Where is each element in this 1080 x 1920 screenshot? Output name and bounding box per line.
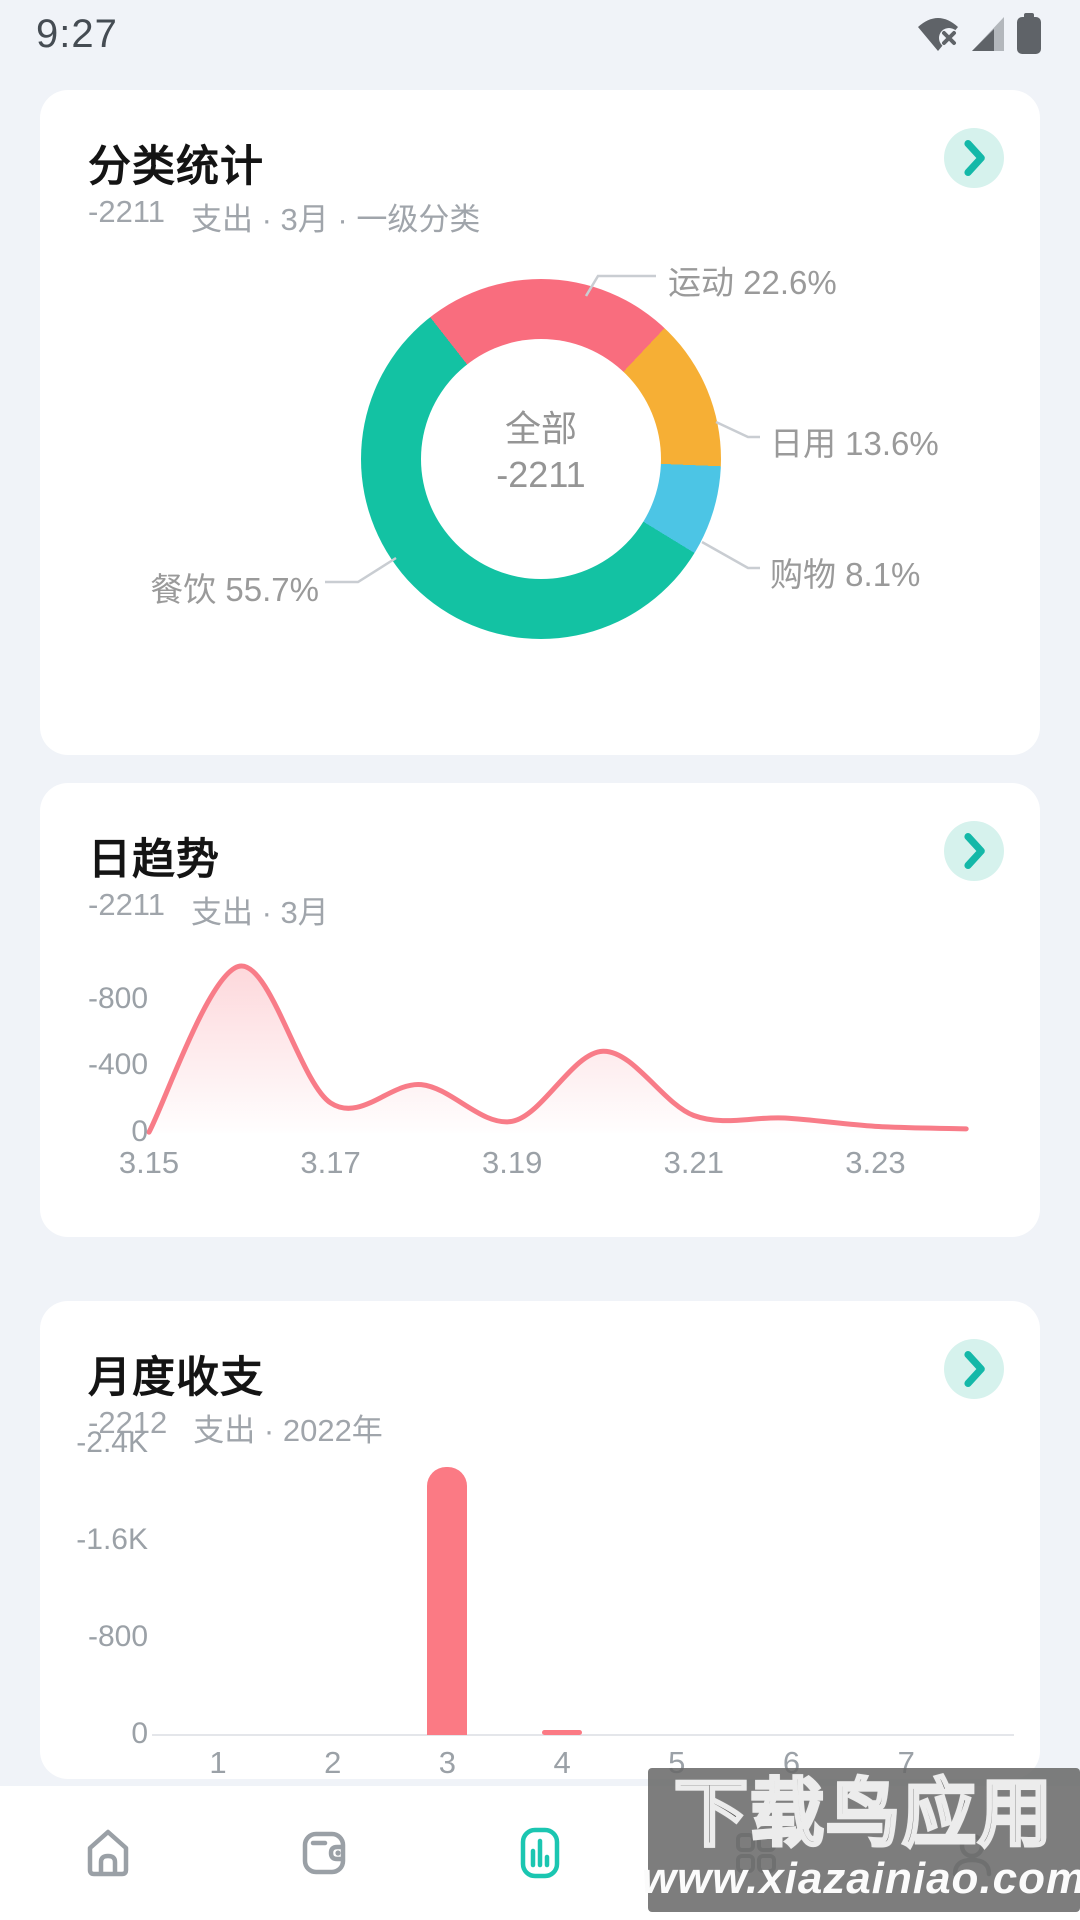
chevron-right-icon (964, 140, 985, 176)
y-axis-tick: -2.4K (76, 1426, 148, 1459)
y-axis-tick: 0 (131, 1115, 148, 1148)
category-stats-card: 分类统计 -2211 支出 · 3月 · 一级分类 全部 -2211 运动 22… (40, 90, 1040, 755)
x-axis-tick: 3.15 (118, 1145, 180, 1180)
y-axis-tick: -800 (87, 981, 148, 1015)
chevron-right-icon (964, 1351, 985, 1387)
card-title: 月度收支 (88, 1354, 264, 1402)
total-value: -2211 (88, 194, 165, 229)
wallet-icon (302, 1831, 346, 1875)
x-axis-tick: 1 (209, 1745, 227, 1780)
monthly-detail-button[interactable] (944, 1339, 1004, 1399)
y-axis-tick: -800 (87, 1620, 148, 1653)
daily-trend-detail-button[interactable] (944, 821, 1004, 881)
leader-line (715, 420, 760, 439)
x-axis-line (152, 1734, 1014, 1736)
donut-slice-label: 餐饮 55.7% (150, 571, 319, 608)
x-axis-tick: 3.19 (482, 1145, 543, 1180)
filter-meta: 支出 · 3月 · 一级分类 (191, 202, 481, 237)
x-axis-tick: 3 (438, 1745, 457, 1780)
stats-icon (520, 1827, 560, 1879)
x-axis-tick: 4 (553, 1745, 571, 1780)
x-axis-tick: 2 (324, 1745, 342, 1780)
x-axis-tick: 3.23 (845, 1145, 906, 1180)
monthly-balance-card: 月度收支 -2212 支出 · 2022年 -2.4K -1.6K -800 0 1 2… (40, 1301, 1040, 1780)
filter-meta: 支出 · 3月 (191, 895, 329, 930)
donut-slice-label: 购物 8.1% (770, 556, 921, 593)
bar (427, 1466, 468, 1735)
daily-trend-card: 日趋势 -2211 支出 · 3月 -800 -400 0 3.15 3.17 3.19 3… (40, 783, 1040, 1237)
card-title: 分类统计 (88, 143, 264, 191)
watermark-title: 下载鸟应用 (673, 1772, 1054, 1855)
watermark-url: www.xiazainiao.com (641, 1854, 1080, 1903)
filter-meta: 支出 · 2022年 (193, 1413, 383, 1448)
card-subtitle: -2212 支出 · 2022年 (88, 1405, 383, 1450)
chevron-right-icon (964, 833, 985, 869)
home-icon (87, 1829, 129, 1877)
bar (542, 1730, 583, 1735)
total-value: -2212 (88, 1405, 168, 1440)
nav-item-wallet[interactable] (216, 1786, 432, 1920)
card-subtitle: -2211 支出 · 3月 (88, 887, 329, 932)
nav-item-home[interactable] (0, 1786, 216, 1920)
y-axis-tick: 0 (131, 1717, 148, 1750)
x-axis-tick: 3.21 (663, 1145, 724, 1180)
total-value: -2211 (88, 887, 165, 922)
donut-hole (421, 339, 661, 579)
donut-leader-lines (325, 274, 760, 584)
leader-line (701, 540, 760, 570)
card-title: 日趋势 (88, 836, 220, 884)
leader-line (325, 556, 397, 584)
wifi-off-icon (918, 18, 959, 51)
status-bar: 9:27 (0, 0, 1080, 66)
y-axis-tick: -400 (87, 1048, 148, 1082)
card-subtitle: -2211 支出 · 3月 · 一级分类 (88, 194, 480, 239)
status-icons (916, 12, 1042, 54)
watermark-banner: 下载鸟应用 www.xiazainiao.com (642, 1768, 1080, 1912)
donut-slice-label: 日用 13.6% (770, 425, 939, 462)
battery-icon (1017, 13, 1041, 54)
clock: 9:27 (36, 12, 118, 56)
y-axis-tick: -1.6K (76, 1523, 148, 1556)
nav-item-stats[interactable] (432, 1786, 648, 1920)
leader-line (584, 274, 656, 297)
donut-center-label: 全部 -2211 (496, 408, 586, 495)
category-detail-button[interactable] (944, 128, 1004, 188)
area-chart (146, 963, 969, 1135)
donut-slice-label: 运动 22.6% (668, 264, 837, 301)
x-axis-tick: 3.17 (300, 1145, 361, 1180)
cellular-signal-icon (972, 17, 1004, 51)
